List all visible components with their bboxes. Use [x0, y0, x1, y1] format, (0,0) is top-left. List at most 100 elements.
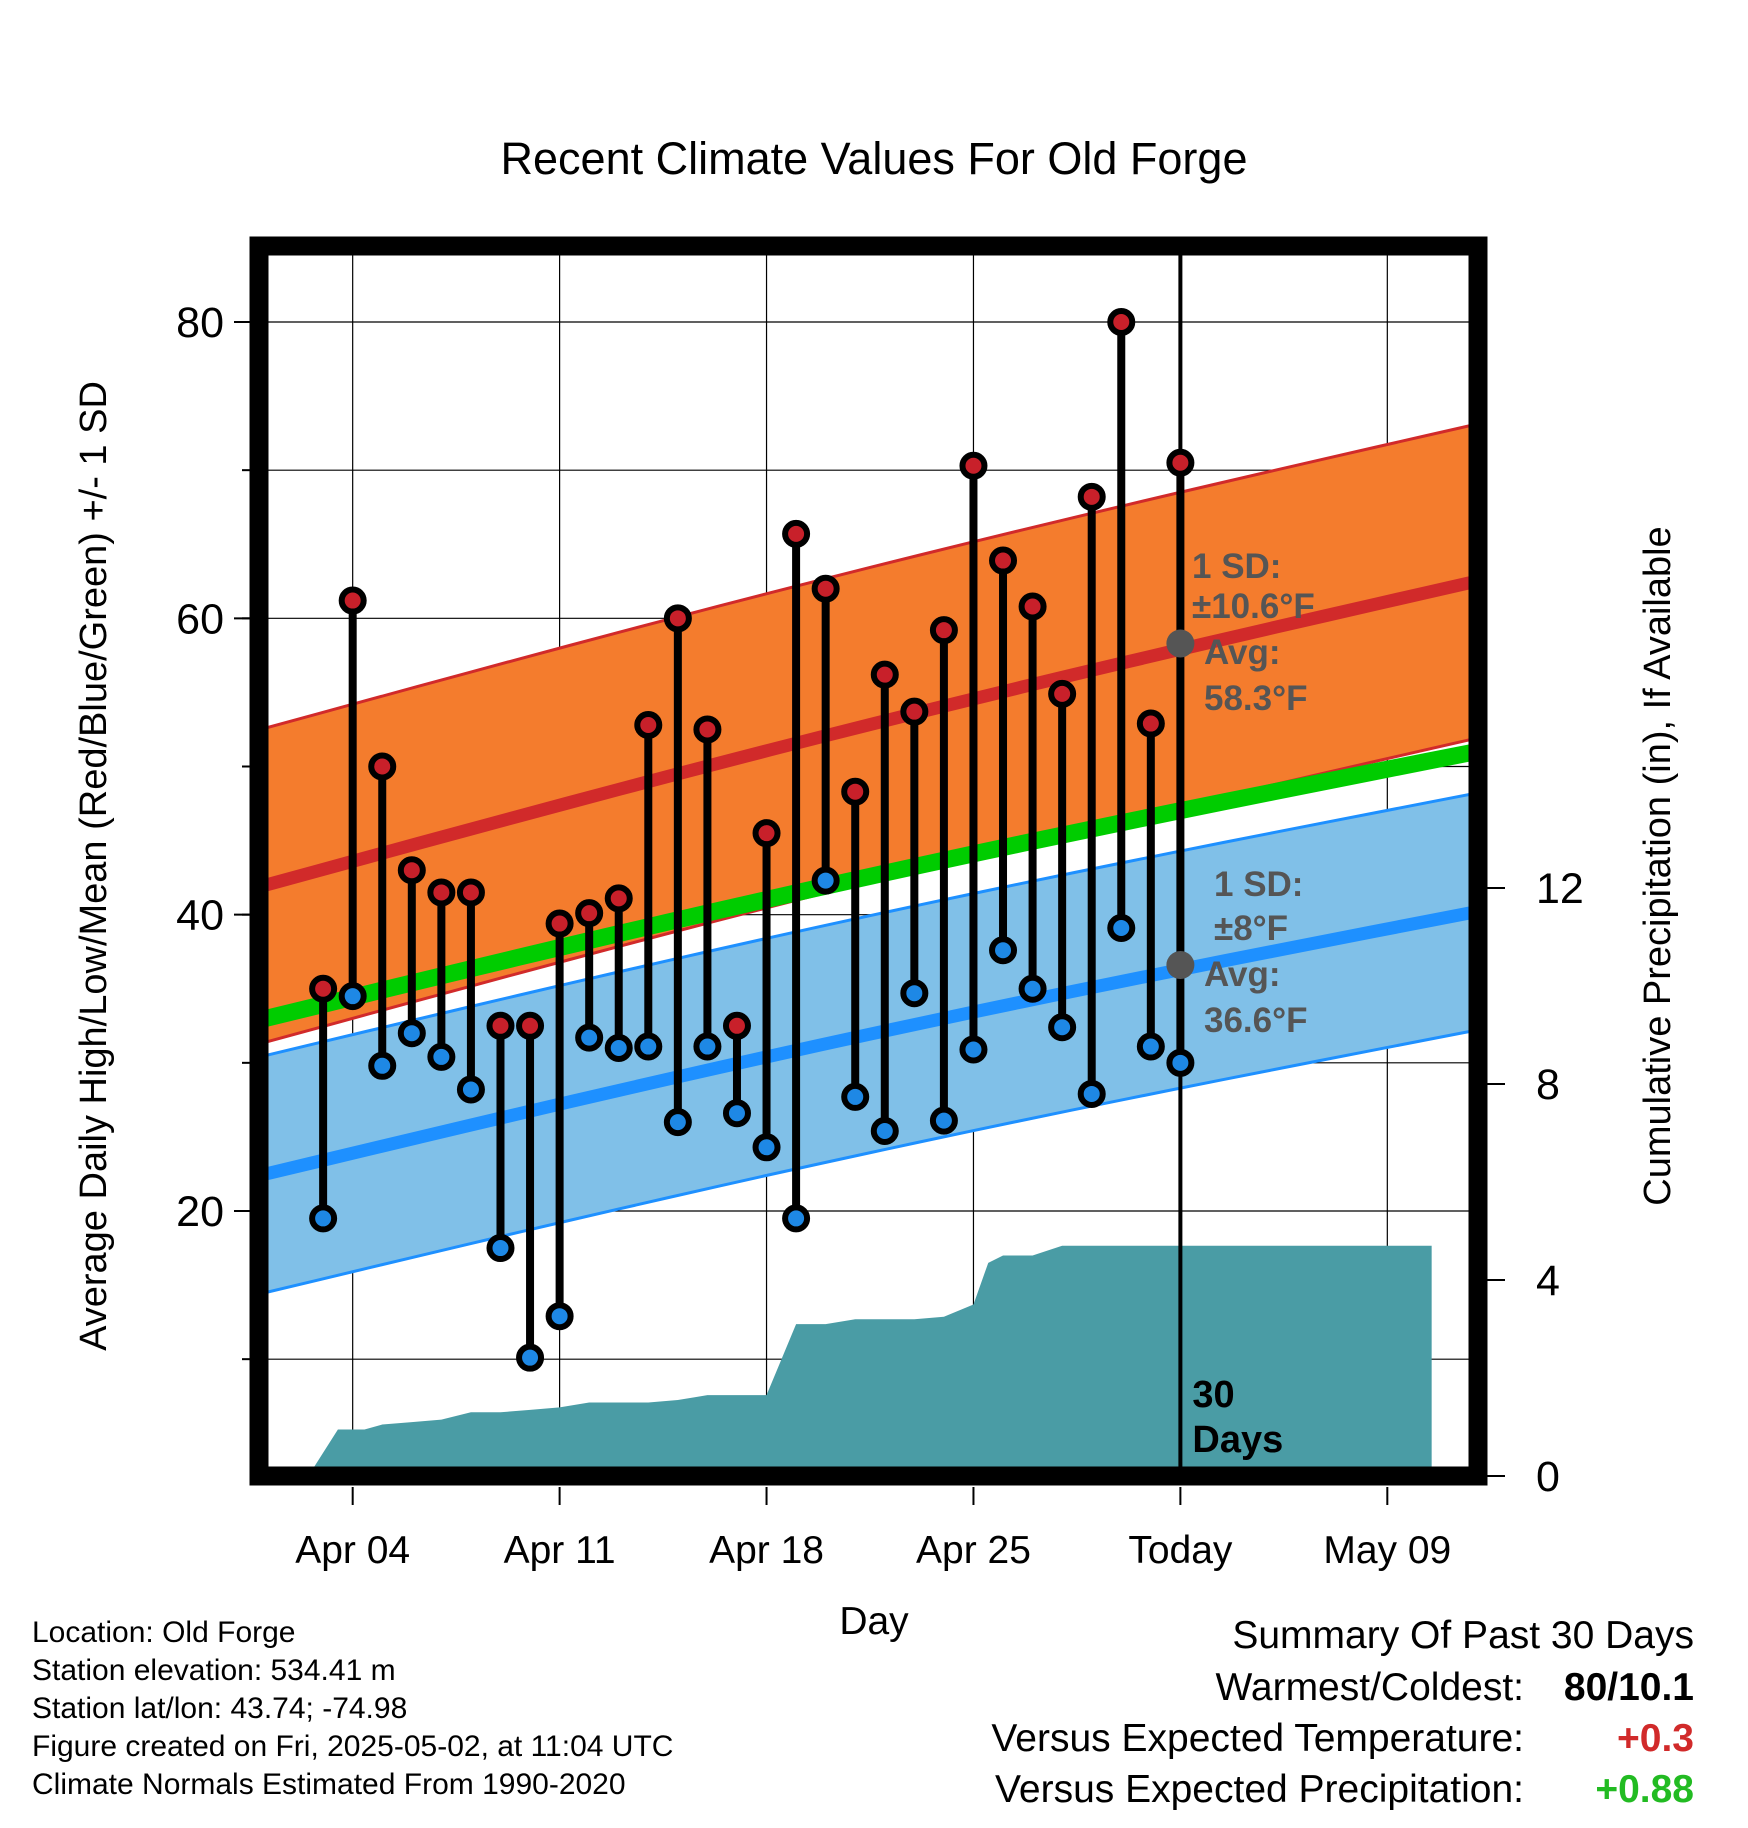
daily-high-point [693, 715, 722, 744]
daily-high-point [456, 878, 485, 907]
y2-tick-label: 12 [1536, 865, 1584, 913]
latlon-text: Station lat/lon: 43.74; -74.98 [32, 1692, 408, 1725]
daily-high-point [782, 519, 811, 548]
chart-title: Recent Climate Values For Old Forge [501, 133, 1248, 184]
daily-low-point [929, 1106, 958, 1135]
daily-low-point [959, 1035, 988, 1064]
daily-low-point [397, 1019, 426, 1048]
x-tick-label: Apr 18 [709, 1529, 824, 1572]
daily-low-point [989, 936, 1018, 965]
daily-high-point [900, 697, 929, 726]
y-tick-label: 80 [176, 299, 224, 347]
y-tick-label: 60 [176, 595, 224, 643]
daily-high-point [486, 1011, 515, 1040]
daily-high-point [959, 451, 988, 480]
daily-low-point [782, 1204, 811, 1233]
y2-tick-label: 0 [1536, 1453, 1560, 1501]
created-text: Figure created on Fri, 2025-05-02, at 11… [32, 1730, 674, 1763]
daily-low-point [368, 1051, 397, 1080]
y2-axis-label: Cumulative Precipitation (in), If Availa… [1637, 526, 1679, 1205]
plot-frame [249, 236, 1488, 1486]
daily-high-point [575, 899, 604, 928]
daily-high-point [722, 1011, 751, 1040]
daily-low-point [870, 1116, 899, 1145]
x-tick-label: Apr 25 [916, 1529, 1031, 1572]
daily-low-point [1107, 914, 1136, 943]
today-days-label: 30 [1192, 1374, 1234, 1416]
x-tick-label: Today [1128, 1529, 1233, 1572]
daily-high-point [1107, 308, 1136, 336]
y2-tick-label: 4 [1536, 1257, 1560, 1305]
normal-low-today-marker [1166, 951, 1195, 980]
y2-tick-label: 8 [1536, 1061, 1560, 1109]
x-tick-label: May 09 [1323, 1529, 1451, 1572]
x-axis-label: Day [839, 1600, 909, 1643]
low-avg-label: Avg: [1204, 955, 1280, 994]
daily-high-point [1077, 482, 1106, 511]
normals-text: Climate Normals Estimated From 1990-2020 [32, 1768, 626, 1801]
warmest-coldest-row: Warmest/Coldest: 80/10.1 [991, 1662, 1694, 1713]
daily-low-point [722, 1099, 751, 1128]
daily-high-point [811, 574, 840, 603]
daily-high-point [1136, 709, 1165, 738]
high-avg-label: Avg: [1204, 633, 1280, 672]
low-avg-value: 36.6°F [1204, 1001, 1308, 1040]
daily-high-point [545, 909, 574, 938]
daily-high-point [1018, 592, 1047, 621]
y-tick-label: 20 [176, 1188, 224, 1236]
daily-low-point [841, 1082, 870, 1111]
daily-high-point [752, 819, 781, 848]
y-tick-label: 40 [176, 892, 224, 940]
station-info: Location: Old Forge Station elevation: 5… [32, 1614, 673, 1804]
summary-panel: Summary Of Past 30 Days Warmest/Coldest:… [991, 1610, 1694, 1815]
temp-anomaly-row: Versus Expected Temperature: +0.3 [991, 1713, 1694, 1764]
daily-high-point [338, 586, 367, 615]
low-sd-label: 1 SD: [1214, 865, 1303, 904]
low-sd-value: ±8°F [1214, 909, 1288, 948]
precipitation-area [308, 1245, 1432, 1476]
daily-high-point [309, 974, 338, 1003]
daily-high-point [427, 878, 456, 907]
high-sd-value: ±10.6°F [1192, 587, 1315, 626]
daily-high-point [1166, 448, 1195, 477]
high-sd-label: 1 SD: [1192, 547, 1281, 586]
summary-title: Summary Of Past 30 Days [1232, 1614, 1694, 1657]
daily-low-point [604, 1034, 633, 1063]
warmest-coldest-label: Warmest/Coldest: [1215, 1666, 1524, 1709]
daily-high-point [929, 616, 958, 645]
high-avg-value: 58.3°F [1204, 679, 1308, 718]
daily-high-point [989, 546, 1018, 575]
daily-low-point [900, 979, 929, 1008]
daily-low-point [1048, 1013, 1077, 1042]
daily-low-point [456, 1075, 485, 1104]
warmest-coldest-value: 80/10.1 [1563, 1666, 1694, 1709]
daily-low-point [427, 1042, 456, 1071]
daily-high-point [870, 660, 899, 689]
daily-low-point [752, 1133, 781, 1162]
daily-low-point [545, 1302, 574, 1331]
temp-anomaly-label: Versus Expected Temperature: [991, 1717, 1524, 1760]
daily-high-point [516, 1011, 545, 1040]
daily-low-point [516, 1343, 545, 1372]
precipitation-cumulative-area [308, 1245, 1432, 1476]
daily-low-point [338, 982, 367, 1011]
daily-low-point [1136, 1032, 1165, 1061]
x-tick-label: Apr 11 [504, 1529, 616, 1572]
daily-low-point [309, 1204, 338, 1233]
daily-high-point [604, 884, 633, 913]
daily-low-point [634, 1032, 663, 1061]
location-text: Location: Old Forge [32, 1616, 296, 1649]
daily-low-point [1166, 1048, 1195, 1077]
temp-anomaly-value: +0.3 [1617, 1717, 1694, 1760]
daily-low-point [693, 1032, 722, 1061]
daily-high-point [1048, 679, 1077, 708]
daily-high-point [841, 777, 870, 806]
axes: 20 40 60 80 0 4 8 12 Apr 04 Apr 11 Apr 18 Apr 25 Tod… [176, 236, 1584, 1572]
normal-high-line [264, 574, 1478, 892]
daily-low-point [486, 1234, 515, 1263]
daily-high-point [663, 604, 692, 633]
daily-low-point [1077, 1079, 1106, 1108]
elevation-text: Station elevation: 534.41 m [32, 1654, 396, 1687]
